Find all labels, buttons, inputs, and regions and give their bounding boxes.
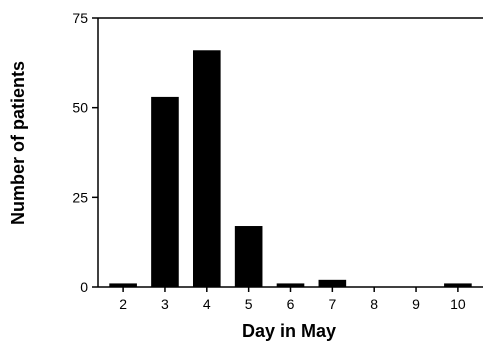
- x-tick-label: 2: [119, 296, 127, 312]
- y-tick-label: 75: [72, 10, 88, 26]
- x-tick-labels: 2 3 4 5 6 7 8 9 10: [119, 296, 466, 312]
- x-tick-label: 4: [203, 296, 211, 312]
- y-tick-label: 50: [72, 100, 88, 116]
- x-tick-label: 8: [370, 296, 378, 312]
- x-tick-label: 3: [161, 296, 169, 312]
- y-tick-label: 25: [72, 189, 88, 205]
- bar: [234, 226, 263, 287]
- x-tick-label: 10: [450, 296, 466, 312]
- x-tick-label: 7: [328, 296, 336, 312]
- bars: [109, 50, 472, 287]
- bar: [318, 279, 347, 287]
- x-tick-label: 9: [412, 296, 420, 312]
- bar: [276, 283, 305, 287]
- bar: [109, 283, 137, 287]
- bar: [192, 50, 221, 287]
- bar: [151, 96, 179, 287]
- x-tick-label: 6: [287, 296, 295, 312]
- x-tick-label: 5: [245, 296, 253, 312]
- x-axis-title: Day in May: [242, 321, 336, 341]
- axes: [92, 17, 483, 292]
- bar: [444, 283, 472, 287]
- y-tick-labels: 0 25 50 75: [72, 10, 88, 295]
- y-axis-title: Number of patients: [8, 61, 28, 225]
- y-tick-label: 0: [80, 279, 88, 295]
